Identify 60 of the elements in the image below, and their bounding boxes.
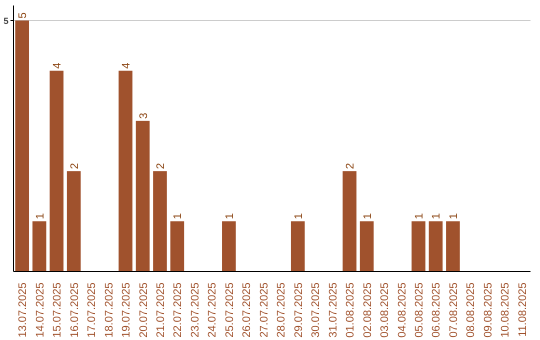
data-label: 1: [34, 213, 46, 220]
x-tick-label: 08.08.2025: [465, 282, 478, 338]
bar: [222, 221, 236, 272]
x-tick-label: 09.08.2025: [482, 282, 494, 338]
data-label: 2: [154, 163, 167, 170]
data-label: 2: [68, 163, 81, 170]
x-tick-label: 25.07.2025: [224, 282, 236, 338]
bar: [136, 120, 150, 272]
x-tick-label: 15.07.2025: [52, 282, 64, 338]
x-tick-label: 16.07.2025: [68, 282, 81, 338]
x-tick-label: 20.07.2025: [138, 282, 150, 338]
x-tick-label: 02.08.2025: [362, 282, 374, 338]
data-label: 1: [362, 213, 374, 220]
bar: [170, 221, 184, 272]
bar: [446, 221, 460, 272]
x-tick-label: 05.08.2025: [413, 282, 426, 338]
x-tick-label: 04.08.2025: [396, 282, 408, 338]
bar: [342, 171, 356, 272]
x-tick-label: 30.07.2025: [310, 282, 322, 338]
bar: [428, 221, 443, 272]
bar: [118, 70, 132, 272]
x-tick-label: 23.07.2025: [189, 282, 202, 338]
data-label: 1: [224, 213, 236, 220]
x-tick-label: 24.07.2025: [206, 282, 219, 338]
data-label: 4: [52, 62, 64, 69]
x-tick-label: 10.08.2025: [500, 282, 512, 338]
bar: [412, 221, 426, 272]
bar: [15, 20, 30, 272]
x-tick-label: 13.07.2025: [17, 282, 30, 338]
bar: [290, 221, 305, 272]
bar: [32, 221, 46, 272]
x-tick-label: 18.07.2025: [103, 282, 116, 338]
x-tick-label: 21.07.2025: [154, 282, 167, 338]
data-label: 1: [413, 213, 426, 220]
data-label: 2: [344, 163, 357, 170]
x-tick-label: 07.08.2025: [448, 282, 460, 338]
bar: [360, 221, 374, 272]
data-label: 4: [120, 62, 133, 69]
x-tick-label: 19.07.2025: [120, 282, 133, 338]
data-label: 1: [448, 213, 460, 220]
data-label: 1: [430, 213, 443, 220]
x-tick-label: 03.08.2025: [379, 282, 392, 338]
x-tick-label: 29.07.2025: [292, 282, 305, 338]
x-tick-label: 14.07.2025: [34, 282, 46, 338]
x-tick-label: 17.07.2025: [86, 282, 98, 338]
data-label: 3: [138, 112, 150, 119]
data-label: 1: [172, 213, 184, 220]
x-tick-label: 22.07.2025: [172, 282, 184, 338]
bar: [66, 171, 81, 272]
x-tick-label: 31.07.2025: [327, 282, 340, 338]
data-label: 1: [292, 213, 305, 220]
x-tick-label: 27.07.2025: [258, 282, 270, 338]
x-tick-label: 28.07.2025: [276, 282, 288, 338]
x-tick-label: 11.08.2025: [516, 282, 529, 337]
x-tick-label: 01.08.2025: [344, 282, 357, 338]
bar: [50, 70, 64, 272]
x-tick-label: 06.08.2025: [430, 282, 443, 338]
x-tick-label: 26.07.2025: [241, 282, 254, 338]
bar: [153, 171, 167, 272]
data-label: 5: [17, 12, 30, 19]
